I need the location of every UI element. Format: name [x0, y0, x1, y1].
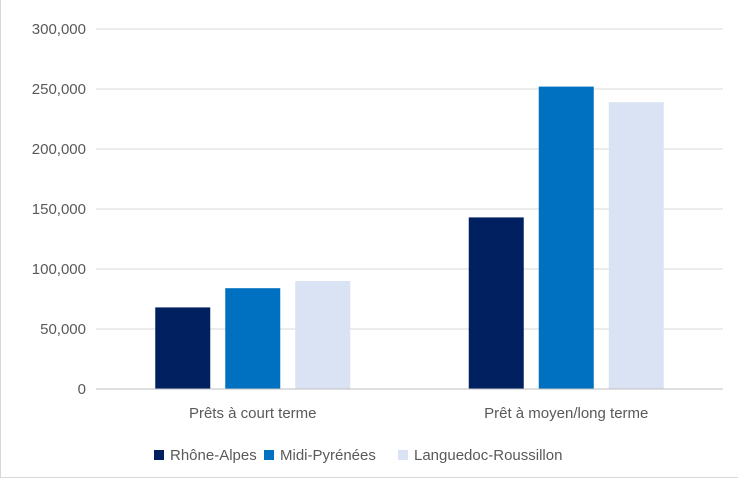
- legend-swatch: [154, 450, 164, 460]
- legend: Rhône-Alpes Midi-Pyrénées Languedoc-Roussi…: [154, 447, 562, 464]
- bar: [608, 102, 664, 389]
- y-tick-label: 250,000: [32, 81, 86, 98]
- bar: [538, 86, 594, 389]
- y-tick-label: 300,000: [32, 21, 86, 38]
- x-category-label: Prêts à court terme: [189, 405, 317, 422]
- legend-label: Languedoc-Roussillon: [414, 447, 562, 464]
- y-tick-label: 0: [78, 381, 86, 398]
- y-tick-label: 150,000: [32, 201, 86, 218]
- y-tick-label: 50,000: [40, 321, 86, 338]
- legend-swatch: [398, 450, 408, 460]
- y-tick-label: 200,000: [32, 141, 86, 158]
- x-category-label: Prêt à moyen/long terme: [484, 405, 648, 422]
- bar: [155, 307, 211, 389]
- y-axis-tick-labels: 0 50,000 100,000 150,000 200,000 250,000 300,0…: [32, 21, 86, 398]
- bars: [155, 86, 664, 389]
- legend-swatch: [264, 450, 274, 460]
- bar: [295, 281, 351, 389]
- y-tick-label: 100,000: [32, 261, 86, 278]
- x-axis-category-labels: Prêts à court terme Prêt à moyen/long ter…: [189, 405, 648, 422]
- legend-label: Rhône-Alpes: [170, 447, 257, 464]
- bar: [225, 288, 281, 389]
- bar: [468, 217, 524, 389]
- legend-label: Midi-Pyrénées: [280, 447, 376, 464]
